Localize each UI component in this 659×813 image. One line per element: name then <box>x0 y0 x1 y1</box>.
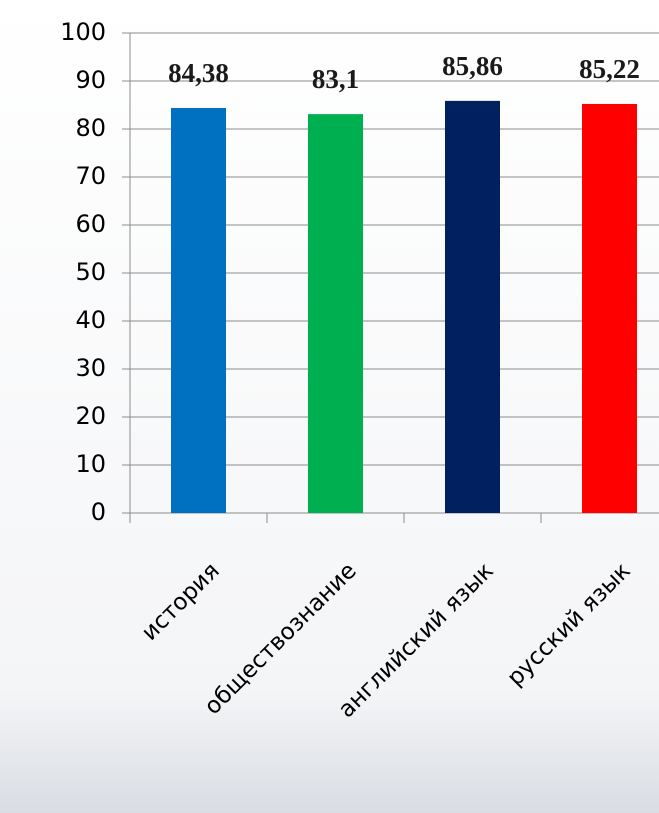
y-tick-label: 70 <box>75 162 106 190</box>
y-tick-label: 50 <box>75 258 106 286</box>
bar <box>445 100 500 513</box>
y-tick-label: 60 <box>75 210 106 238</box>
value-label: 83,1 <box>312 64 359 94</box>
bar <box>171 107 226 513</box>
bar <box>308 114 363 514</box>
value-label: 85,22 <box>579 54 640 84</box>
value-label: 84,38 <box>168 58 229 88</box>
y-tick-label: 90 <box>75 66 106 94</box>
y-tick-label: 80 <box>75 114 106 142</box>
y-tick-label: 20 <box>75 402 106 430</box>
y-tick-label: 30 <box>75 354 106 382</box>
value-label: 85,86 <box>442 51 503 81</box>
y-tick-label: 10 <box>75 450 106 478</box>
bar <box>582 103 637 513</box>
y-tick-label: 0 <box>91 498 106 526</box>
y-tick-label: 40 <box>75 306 106 334</box>
y-tick-label: 100 <box>60 18 106 46</box>
